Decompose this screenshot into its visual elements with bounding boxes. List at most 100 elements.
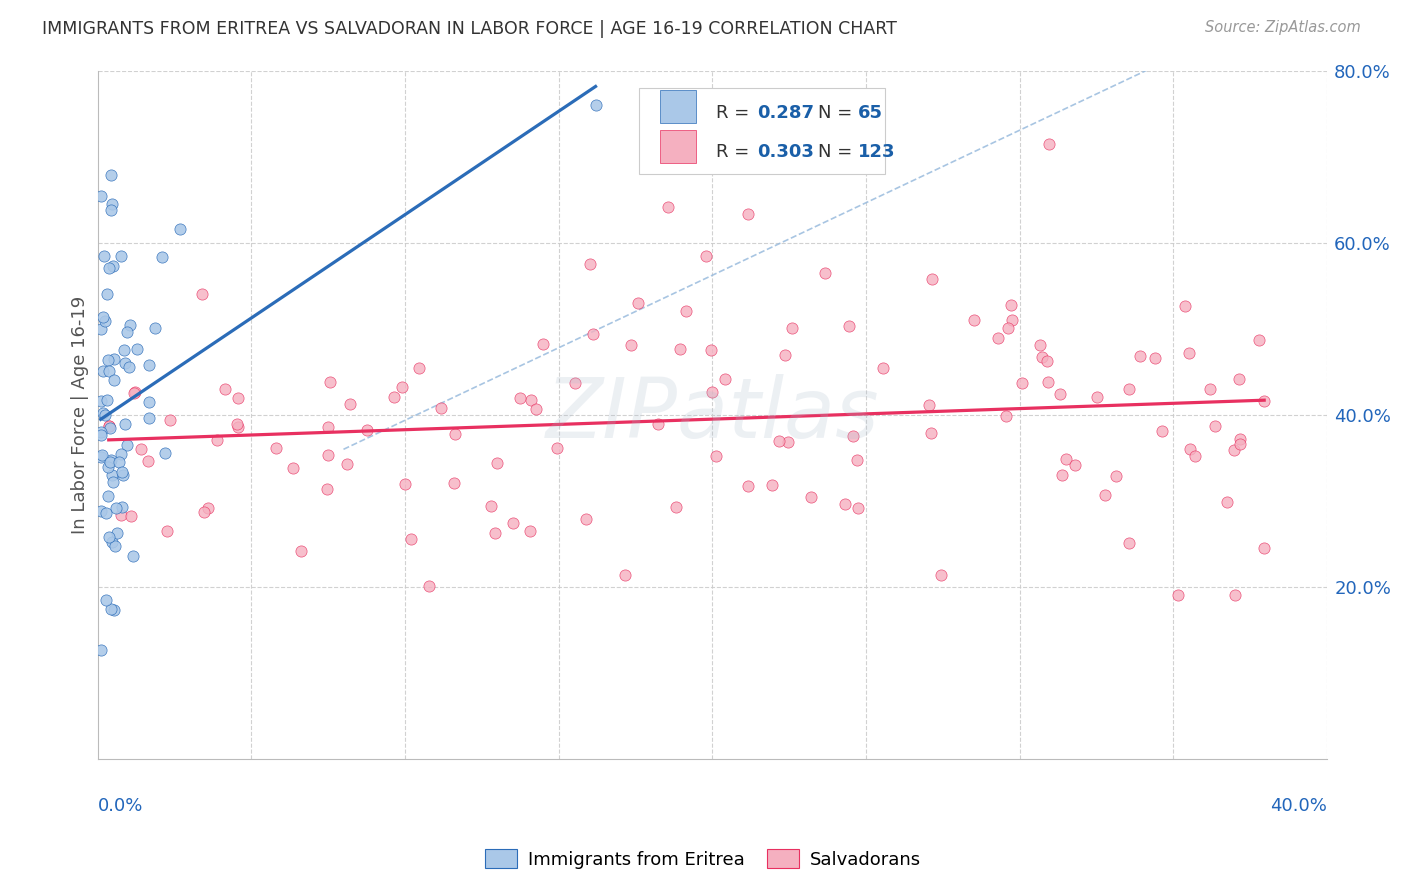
Point — [838, 319, 860, 334]
Point — [1118, 536, 1140, 550]
Point — [108, 455, 131, 469]
Point — [1036, 375, 1059, 389]
Point — [94, 593, 117, 607]
Point — [846, 501, 869, 516]
Point — [929, 568, 952, 582]
Point — [614, 568, 637, 582]
Point — [118, 359, 141, 374]
Point — [585, 98, 607, 112]
Point — [1064, 458, 1087, 472]
Point — [1253, 541, 1275, 555]
Point — [110, 248, 132, 262]
Point — [484, 526, 506, 541]
Point — [1031, 351, 1053, 365]
Text: N =: N = — [818, 104, 858, 122]
Point — [98, 530, 121, 544]
Point — [737, 479, 759, 493]
Point — [773, 348, 796, 362]
Text: Source: ZipAtlas.com: Source: ZipAtlas.com — [1205, 20, 1361, 35]
Point — [546, 441, 568, 455]
Point — [110, 447, 132, 461]
Point — [872, 361, 894, 376]
Text: 65: 65 — [858, 104, 883, 122]
Point — [520, 392, 543, 407]
Point — [1180, 442, 1202, 456]
Point — [101, 535, 124, 549]
Point — [921, 272, 943, 286]
Point — [100, 202, 122, 217]
Point — [90, 503, 112, 517]
Point — [1150, 424, 1173, 438]
Point — [90, 448, 112, 462]
Point — [226, 420, 249, 434]
Point — [98, 421, 121, 435]
Text: N =: N = — [818, 143, 858, 161]
Point — [1184, 449, 1206, 463]
Point — [1253, 394, 1275, 409]
Point — [104, 501, 127, 516]
Point — [800, 491, 823, 505]
Point — [110, 508, 132, 522]
Point — [90, 643, 112, 657]
Point — [98, 364, 121, 378]
Point — [842, 429, 865, 443]
Point — [704, 449, 727, 463]
Point — [197, 501, 219, 516]
Point — [356, 423, 378, 437]
Point — [98, 261, 121, 276]
Point — [156, 524, 179, 538]
Point — [91, 364, 114, 378]
Point — [214, 382, 236, 396]
Point — [120, 509, 142, 524]
Point — [524, 402, 547, 417]
Point — [105, 525, 128, 540]
Point — [700, 384, 723, 399]
Point — [122, 385, 145, 400]
Point — [339, 397, 361, 411]
Point — [1174, 299, 1197, 313]
Point — [531, 336, 554, 351]
Point — [814, 266, 837, 280]
Point — [103, 603, 125, 617]
Point — [761, 477, 783, 491]
Point — [391, 380, 413, 394]
Point — [997, 320, 1019, 334]
Text: 0.287: 0.287 — [756, 104, 814, 122]
Point — [97, 352, 120, 367]
Point — [193, 505, 215, 519]
Point — [714, 372, 737, 386]
Point — [138, 453, 160, 467]
Point — [574, 512, 596, 526]
Point — [695, 250, 717, 264]
Point — [90, 394, 112, 409]
Point — [1249, 333, 1271, 347]
FancyBboxPatch shape — [659, 130, 696, 163]
Point — [418, 579, 440, 593]
Point — [444, 427, 467, 442]
Point — [281, 460, 304, 475]
Point — [90, 450, 112, 464]
Point — [1029, 337, 1052, 351]
Point — [647, 417, 669, 431]
Point — [1215, 494, 1237, 508]
Point — [1049, 387, 1071, 401]
Point — [1052, 467, 1074, 482]
Point — [519, 524, 541, 538]
Point — [114, 417, 136, 432]
Point — [96, 392, 118, 407]
Point — [776, 435, 799, 450]
Point — [124, 384, 146, 399]
Point — [94, 314, 117, 328]
Point — [103, 475, 125, 490]
Point — [1011, 376, 1033, 390]
Point — [1229, 432, 1251, 446]
Point — [737, 206, 759, 220]
Point — [582, 326, 605, 341]
Point — [226, 391, 249, 405]
Point — [1223, 443, 1246, 458]
Point — [316, 482, 339, 496]
Point — [917, 398, 939, 412]
Point — [112, 467, 135, 482]
Point — [153, 446, 176, 460]
Point — [318, 448, 340, 462]
